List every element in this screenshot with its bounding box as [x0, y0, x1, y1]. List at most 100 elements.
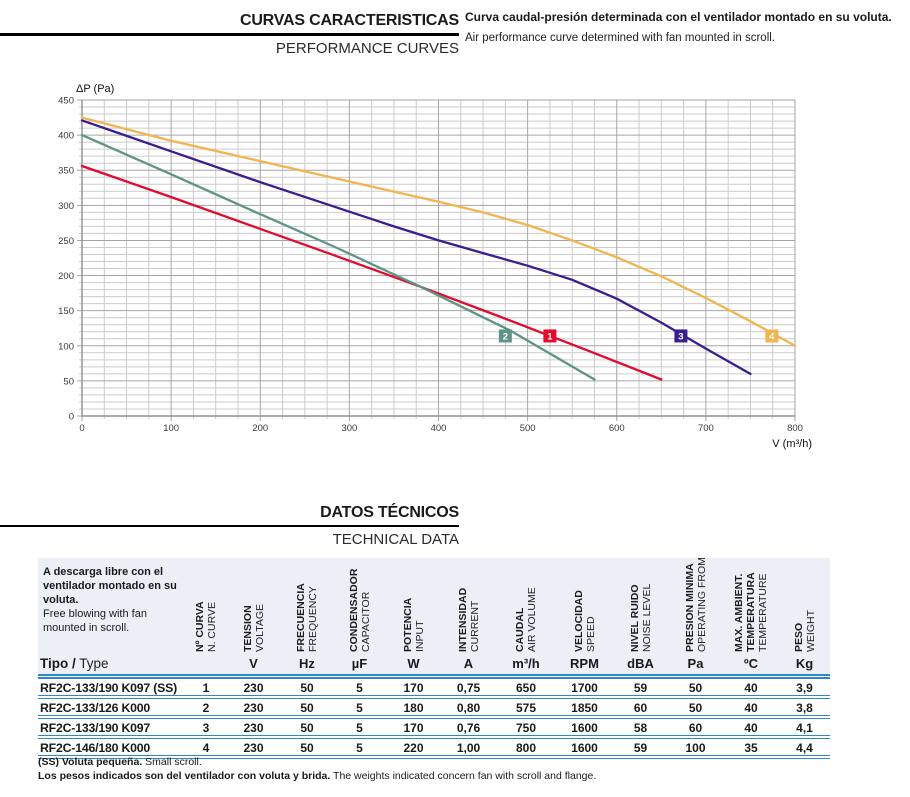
value-cell: 1850 [556, 696, 613, 719]
x-tick-label: 100 [163, 423, 179, 434]
y-tick-label: 0 [69, 412, 74, 423]
curve-marker-box-2 [498, 329, 512, 343]
table-row: RF2C-133/190 K097 (SS) 1 230 50 5 170 0,75 650 1… [38, 676, 830, 699]
unit-cell: Pa [668, 654, 723, 679]
value-cell: 170 [386, 716, 441, 739]
value-cell: 35 [723, 736, 779, 759]
value-cell: 3 [186, 716, 226, 739]
x-tick-label: 700 [698, 423, 714, 434]
rotated-column-label: FRECUENCIA FREQUENCY [295, 583, 319, 652]
column-label-spanish: TENSION [241, 605, 254, 652]
value-cell: 3,9 [779, 676, 830, 699]
value-cell: 1,00 [441, 736, 496, 759]
rotated-column-label: PESO WEIGHT [793, 610, 817, 652]
unit-cell: RPM [556, 654, 613, 679]
rotated-column-label: NIVEL RUIDO NOISE LEVEL [629, 584, 653, 652]
column-label-spanish: TEMPERATURA [745, 572, 757, 652]
column-header: CONDENSADOR CAPACITOR [333, 558, 386, 654]
value-cell: 50 [281, 736, 333, 759]
x-axis-title: V (m³/h) [772, 438, 812, 450]
value-cell: 50 [281, 696, 333, 719]
column-label-spanish: CONDENSADOR [347, 568, 360, 652]
curves-section-header: CURVAS CARACTERISTICAS PERFORMANCE CURVE… [0, 12, 459, 57]
value-cell: 50 [281, 716, 333, 739]
column-header: MAX. AMBIENT. TEMPERATURA TEMPERATURE [723, 558, 779, 654]
y-tick-label: 150 [58, 306, 74, 317]
column-header: TENSION VOLTAGE [226, 558, 281, 654]
rotated-column-label: INTENSIDAD CURRENT [457, 588, 481, 652]
value-cell: 230 [226, 716, 281, 739]
curve-1 [80, 164, 663, 381]
rotated-column-label: Nº CURVA N. CURVE [194, 601, 218, 652]
column-label-english: WEIGHT [804, 610, 817, 652]
column-label-english: VOLTAGE [253, 603, 266, 652]
value-cell: 60 [668, 716, 723, 739]
footnote-line: Los pesos indicados son del ventilador c… [38, 769, 898, 783]
performance-chart: 0 100 200 300 400 500 600 700 800 0 50 100 150 200 250… [0, 80, 910, 458]
x-tick-label: 400 [431, 423, 447, 434]
column-label-english: SPEED [584, 616, 597, 652]
column-label-spanish: FRECUENCIA [295, 583, 307, 652]
curve-3 [80, 119, 752, 376]
rotated-column-label: TENSION VOLTAGE [242, 604, 266, 652]
curve-marker-box-4 [765, 329, 779, 343]
value-cell: 4 [186, 736, 226, 759]
unit-cell: m³/h [496, 654, 556, 679]
column-label-spanish: CAUDAL [514, 607, 526, 652]
unit-cell: Kg [779, 654, 830, 679]
grid-major [77, 99, 796, 421]
performance-chart-svg: 0 100 200 300 400 500 600 700 800 0 50 100 150 200 250… [58, 83, 812, 450]
rotated-column-label: PRESION MINIMA OPERATING FROM [684, 557, 708, 652]
column-label-english: CURRENT [468, 600, 481, 652]
value-cell: 2 [186, 696, 226, 719]
x-tick-label: 300 [341, 423, 357, 434]
intro-spanish: A descarga libre con el ventilador monta… [43, 566, 177, 606]
x-tick-label: 0 [79, 423, 84, 434]
curve-number-markers: 1 2 3 4 [498, 329, 779, 343]
x-tick-label: 600 [609, 423, 625, 434]
value-cell: 40 [723, 676, 779, 699]
value-cell: 4,1 [779, 716, 830, 739]
value-cell: 650 [496, 676, 556, 699]
value-cell: 1700 [556, 676, 613, 699]
tipo-type-header: Tipo / Type [38, 654, 186, 679]
value-cell: 4,4 [779, 736, 830, 759]
column-header: PRESION MINIMA OPERATING FROM [668, 557, 723, 654]
value-cell: 0,76 [441, 716, 496, 739]
rotated-column-label: VELOCIDAD SPEED [573, 590, 597, 652]
curve-marker-number: 3 [678, 331, 683, 342]
y-tick-label: 200 [58, 271, 74, 282]
y-axis-title: ΔP (Pa) [76, 83, 114, 95]
column-label-spanish: PESO [792, 622, 805, 652]
value-cell: 230 [226, 676, 281, 699]
value-cell: 58 [613, 716, 668, 739]
unit-cell [186, 654, 226, 679]
footnote-line: (SS) Voluta pequeña. Small scroll. [38, 755, 898, 769]
y-tick-label: 300 [58, 201, 74, 212]
value-cell: 50 [668, 696, 723, 719]
unit-cell: µF [333, 654, 386, 679]
section-title-spanish: CURVAS CARACTERISTICAS [239, 12, 459, 29]
value-cell: 59 [613, 676, 668, 699]
column-label-english: FREQUENCY [307, 586, 319, 652]
footnote-english: The weights indicated concern fan with s… [330, 770, 597, 782]
value-cell: 50 [668, 676, 723, 699]
column-label-english: N. CURVE [206, 602, 218, 652]
column-header: INTENSIDAD CURRENT [441, 558, 496, 654]
axis-lines [81, 100, 795, 417]
value-cell: 5 [333, 696, 386, 719]
y-tick-label: 50 [63, 376, 74, 387]
tick-labels: 0 100 200 300 400 500 600 700 800 0 50 100 150 200 250… [58, 96, 803, 435]
technical-data-section-header: DATOS TÉCNICOS TECHNICAL DATA [0, 504, 459, 548]
column-label-english: CAPACITOR [359, 591, 372, 652]
column-label-spanish: Nº CURVA [194, 601, 206, 652]
axes [81, 100, 795, 417]
unit-cell: dBA [613, 654, 668, 679]
column-header: CAUDAL AIR VOLUME [496, 558, 556, 654]
column-label-spanish: MAX. AMBIENT. [733, 573, 745, 652]
unit-cell: ºC [723, 654, 779, 679]
title-rule [0, 525, 459, 527]
section-title-english: TECHNICAL DATA [332, 531, 459, 548]
table-intro-cell: A descarga libre con el ventilador monta… [38, 558, 186, 654]
